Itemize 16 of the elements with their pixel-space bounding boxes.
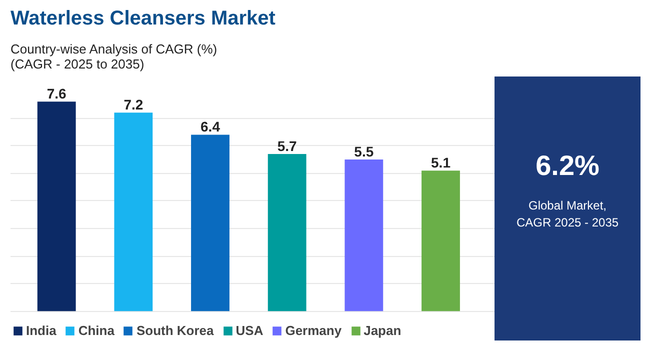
data-label: 6.4: [200, 118, 220, 135]
legend-label: Japan: [364, 323, 402, 338]
data-label: 7.6: [46, 86, 67, 102]
text: 6.2%: [536, 150, 600, 182]
legend-label: South Korea: [136, 323, 214, 338]
data-label: 5.7: [277, 138, 298, 154]
chart-title: Waterless Cleansers Market: [10, 8, 276, 30]
legend-label: USA: [236, 323, 264, 338]
data-label: 7.2: [124, 96, 144, 113]
text: Global Market, CAGR 2025 - 2035: [516, 198, 619, 230]
legend-label: China: [78, 323, 114, 338]
data-label: 5.5: [354, 144, 374, 160]
legend-label: India: [26, 323, 56, 338]
data-label: 5.1: [431, 154, 451, 171]
legend-label: Germany: [285, 323, 342, 338]
chart-subtitle: Country-wise Analysis of CAGR (%) (CAGR - 2025 to 2035): [10, 42, 218, 72]
